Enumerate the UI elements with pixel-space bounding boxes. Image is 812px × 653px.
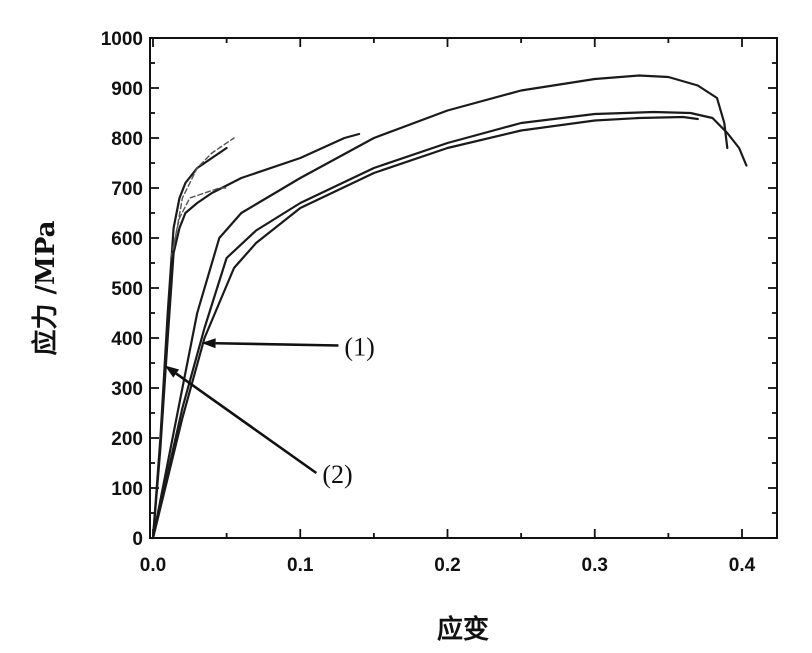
- annotation-arrow-2: [175, 372, 318, 475]
- x-tick-label: 0.3: [582, 555, 608, 576]
- y-axis-title: 应力 /MPa: [30, 220, 61, 355]
- x-tick-label: 0.4: [729, 555, 756, 576]
- x-tick-label: 0.0: [140, 555, 166, 576]
- annotation-label-1: (1): [344, 333, 374, 362]
- y-tick-label: 300: [111, 379, 143, 400]
- series-line-2: [151, 110, 748, 540]
- y-tick-label: 1000: [101, 29, 143, 50]
- series-line-1: [151, 74, 729, 540]
- series-layer: [151, 74, 748, 540]
- y-tick-label: 800: [111, 129, 143, 150]
- x-axis-title: 应变: [437, 614, 489, 645]
- series-line-7: [172, 137, 235, 249]
- annotation-arrowhead-2: [164, 365, 180, 378]
- axis-ticks: [150, 37, 777, 539]
- y-tick-label: 900: [111, 79, 143, 100]
- y-tick-label: 0: [132, 529, 143, 550]
- y-tick-label: 200: [111, 429, 143, 450]
- annotation-arrowhead-1: [201, 338, 216, 349]
- y-tick-label: 400: [111, 329, 143, 350]
- annotation-arrow-1: [215, 341, 339, 347]
- x-tick-label: 0.2: [434, 555, 460, 576]
- annotation-label-2: (2): [322, 460, 352, 489]
- y-tick-label: 700: [111, 179, 143, 200]
- annotation-layer: (1) (2): [164, 333, 375, 489]
- y-tick-labels: 0 100 200 300 400 500 600 700 800 900 1000: [101, 29, 143, 550]
- series-line-5: [151, 132, 361, 540]
- x-tick-label: 0.1: [287, 555, 314, 576]
- y-tick-label: 600: [111, 229, 143, 250]
- y-tick-label: 100: [111, 479, 143, 500]
- y-tick-label: 500: [111, 279, 143, 300]
- series-line-3: [151, 115, 699, 540]
- x-tick-labels: 0.0 0.1 0.2 0.3 0.4: [140, 555, 756, 576]
